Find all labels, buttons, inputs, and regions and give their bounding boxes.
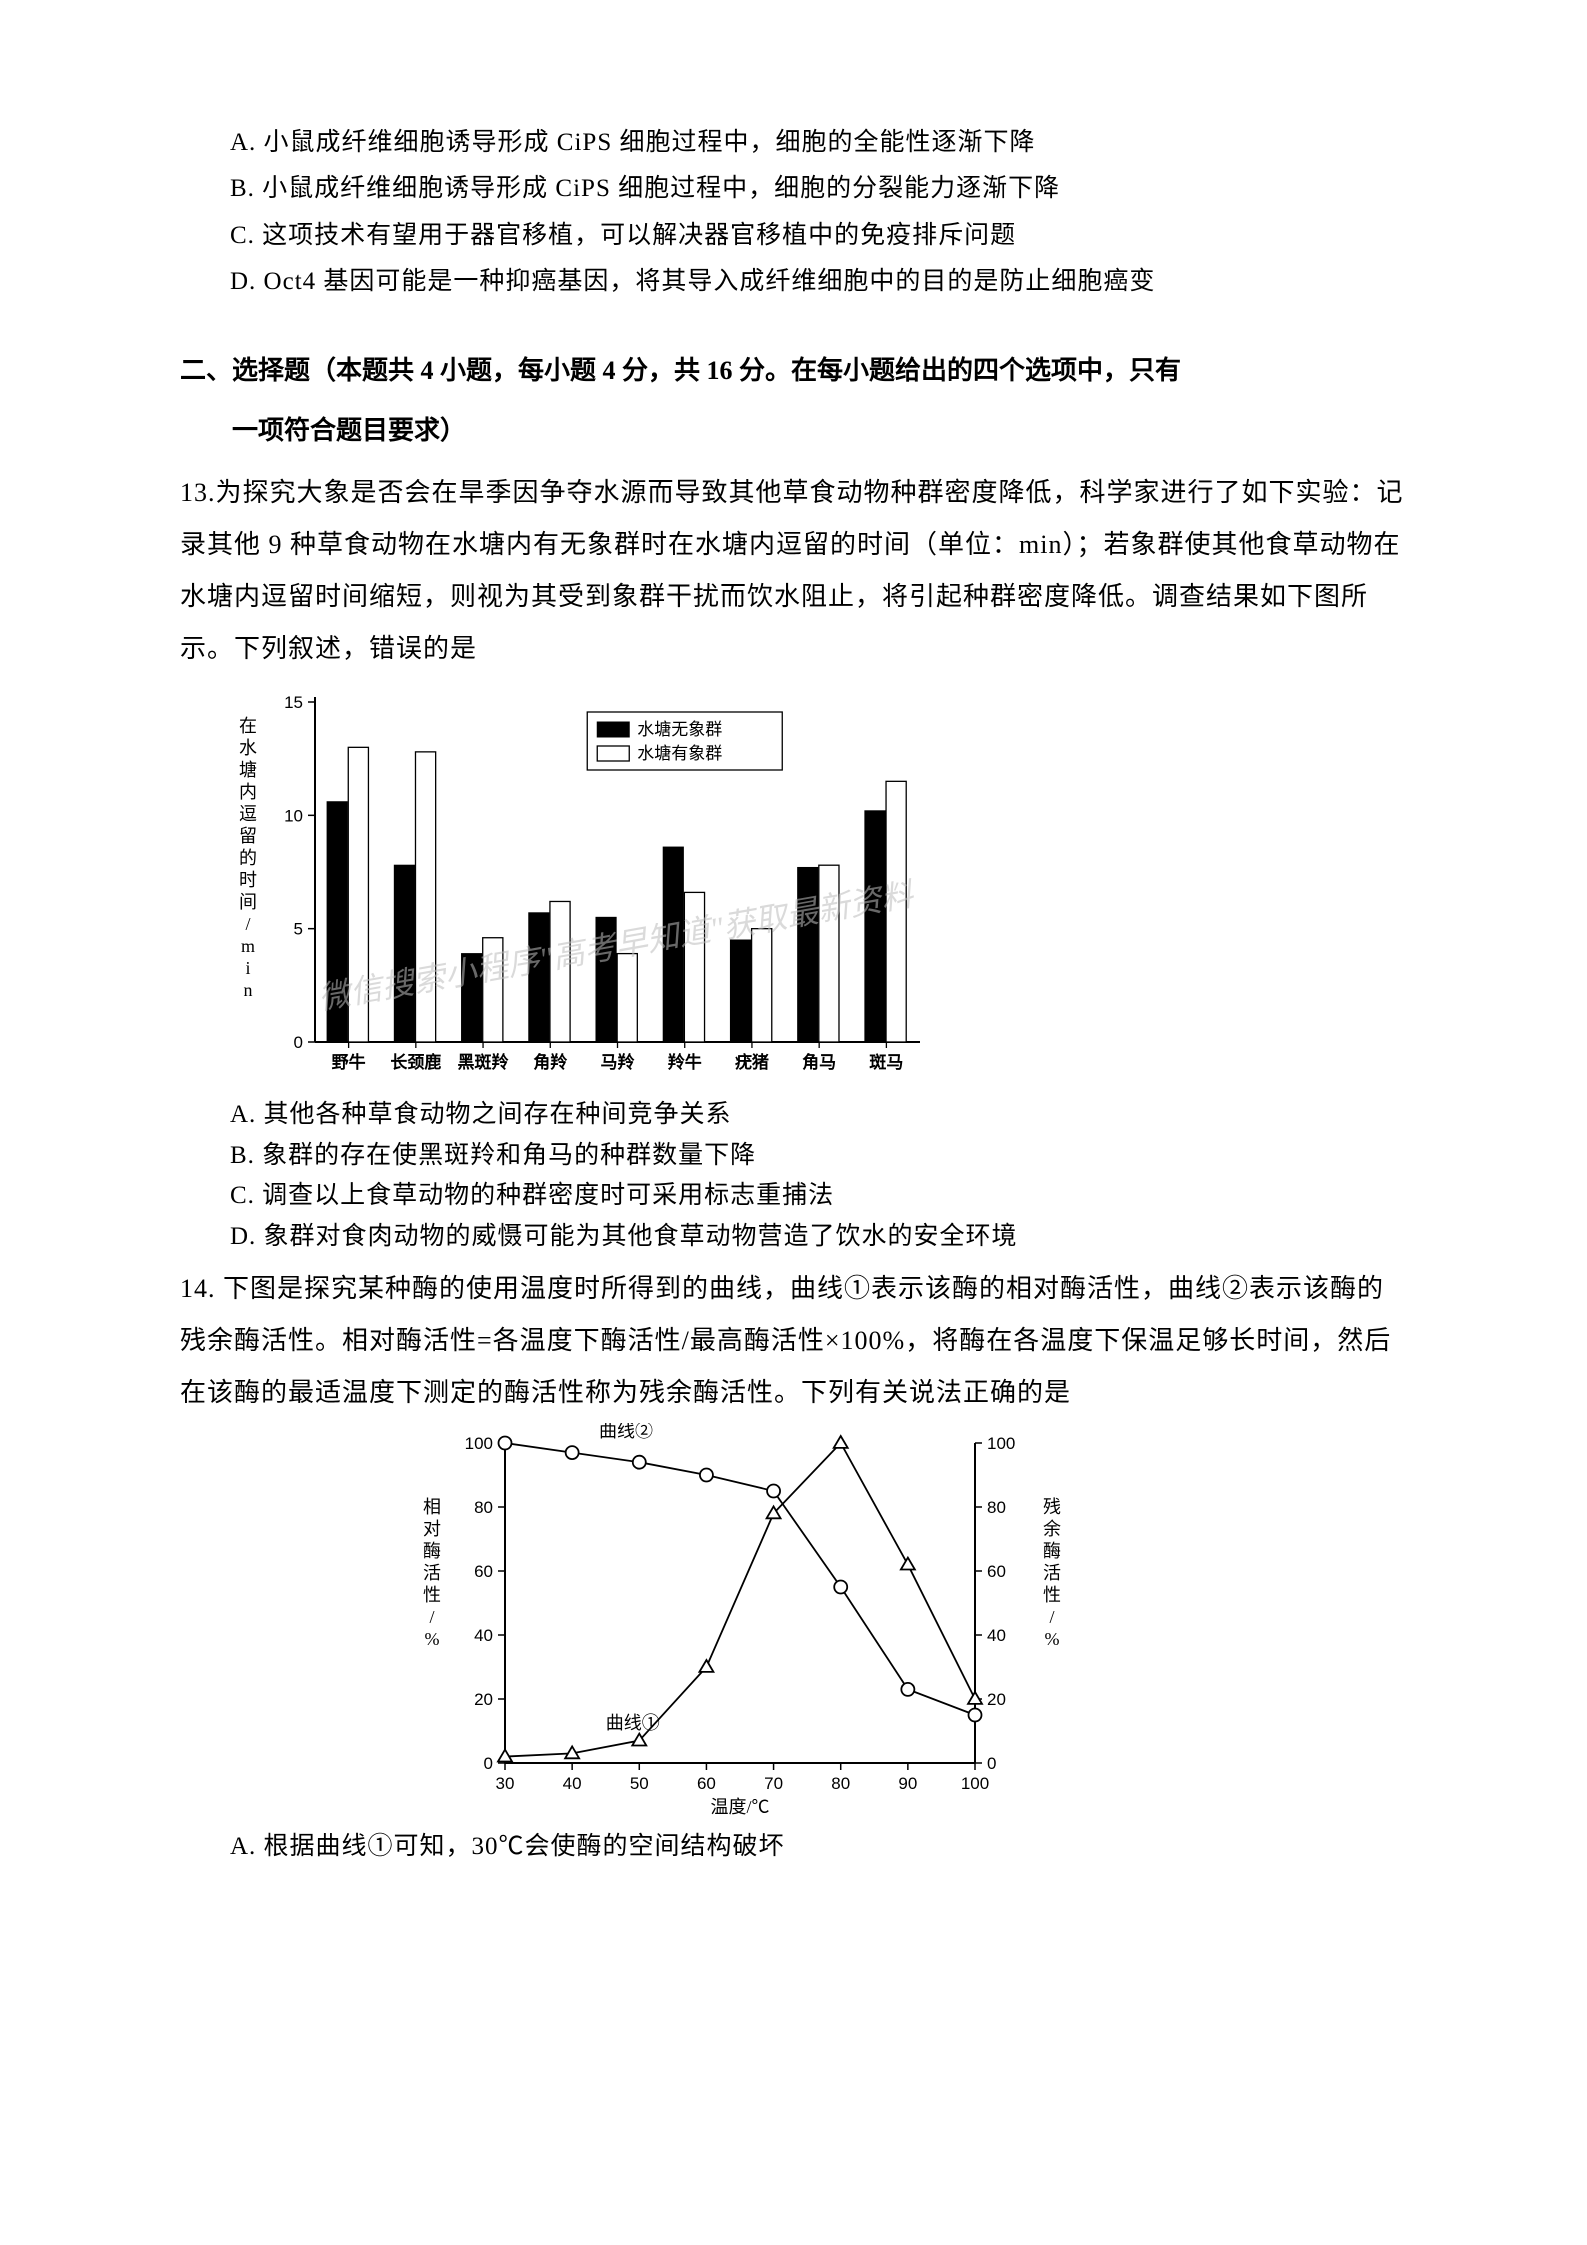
svg-text:m: m	[241, 936, 255, 956]
svg-text:塘: 塘	[239, 760, 257, 780]
svg-text:70: 70	[764, 1774, 783, 1793]
svg-text:野牛: 野牛	[332, 1052, 366, 1072]
q14-stem: 14. 下图是探究某种酶的使用温度时所得到的曲线，曲线①表示该酶的相对酶活性，曲…	[180, 1263, 1407, 1419]
svg-text:余: 余	[1043, 1519, 1061, 1539]
q14-options: A. 根据曲线①可知，30℃会使酶的空间结构破坏	[180, 1827, 1407, 1868]
svg-text:疣猪: 疣猪	[735, 1052, 769, 1072]
svg-text:15: 15	[284, 693, 303, 712]
svg-text:时: 时	[239, 870, 257, 890]
svg-text:90: 90	[898, 1774, 917, 1793]
svg-text:0: 0	[987, 1754, 996, 1773]
svg-text:活: 活	[423, 1563, 441, 1583]
svg-text:酶: 酶	[423, 1541, 441, 1561]
svg-text:在: 在	[239, 716, 257, 736]
svg-text:水: 水	[239, 738, 257, 758]
svg-text:100: 100	[987, 1434, 1015, 1453]
svg-text:40: 40	[474, 1626, 493, 1645]
q13-option-c: C. 调查以上食草动物的种群密度时可采用标志重捕法	[180, 1176, 1407, 1217]
svg-text:100: 100	[961, 1774, 989, 1793]
svg-text:羚牛: 羚牛	[668, 1052, 702, 1072]
svg-text:的: 的	[239, 848, 257, 868]
svg-text:温度/℃: 温度/℃	[710, 1797, 769, 1817]
svg-text:间: 间	[239, 892, 257, 912]
svg-text:曲线②: 曲线②	[599, 1423, 653, 1441]
svg-text:40: 40	[987, 1626, 1006, 1645]
svg-text:/: /	[429, 1607, 434, 1627]
svg-text:对: 对	[423, 1519, 441, 1539]
svg-text:活: 活	[1043, 1563, 1061, 1583]
svg-text:0: 0	[294, 1033, 303, 1052]
svg-text:30: 30	[496, 1774, 515, 1793]
svg-text:逗: 逗	[239, 804, 257, 824]
q12-options: A. 小鼠成纤维细胞诱导形成 CiPS 细胞过程中，细胞的全能性逐渐下降 B. …	[180, 120, 1407, 305]
svg-text:n: n	[244, 980, 253, 1000]
svg-text:80: 80	[987, 1498, 1006, 1517]
svg-text:性: 性	[423, 1585, 441, 1605]
svg-text:水塘无象群: 水塘无象群	[637, 720, 722, 739]
q13-stem: 13.为探究大象是否会在旱季因争夺水源而导致其他草食动物种群密度降低，科学家进行…	[180, 467, 1407, 675]
svg-text:20: 20	[474, 1690, 493, 1709]
svg-text:斑马: 斑马	[869, 1053, 903, 1072]
svg-text:100: 100	[465, 1434, 493, 1453]
svg-text:酶: 酶	[1043, 1541, 1061, 1561]
q14-line-chart: 0204060801000204060801003040506070809010…	[400, 1423, 1407, 1823]
svg-text:角羚: 角羚	[533, 1052, 567, 1072]
svg-text:40: 40	[563, 1774, 582, 1793]
q12-option-c: C. 这项技术有望用于器官移植，可以解决器官移植中的免疫排斥问题	[180, 213, 1407, 259]
q13-bar-chart: 0 5 10 15 在水塘内逗留的时间/min 野牛 长颈鹿黑斑羚 角羚 马羚 羚牛 疣猪 角马 斑马 水…	[220, 687, 1407, 1087]
svg-text:60: 60	[987, 1562, 1006, 1581]
svg-text:60: 60	[697, 1774, 716, 1793]
svg-text:10: 10	[284, 806, 303, 825]
section2-heading-line1: 二、选择题（本题共 4 小题，每小题 4 分，共 16 分。在每小题给出的四个选…	[180, 345, 1407, 397]
q12-option-a: A. 小鼠成纤维细胞诱导形成 CiPS 细胞过程中，细胞的全能性逐渐下降	[180, 120, 1407, 166]
q13-option-d: D. 象群对食肉动物的威慑可能为其他食草动物营造了饮水的安全环境	[180, 1217, 1407, 1258]
svg-text:60: 60	[474, 1562, 493, 1581]
q13-option-a: A. 其他各种草食动物之间存在种间竞争关系	[180, 1095, 1407, 1136]
svg-text:水塘有象群: 水塘有象群	[637, 744, 722, 763]
svg-text:/: /	[245, 914, 250, 934]
svg-text:相: 相	[423, 1497, 441, 1517]
q12-option-d: D. Oct4 基因可能是一种抑癌基因，将其导入成纤维细胞中的目的是防止细胞癌变	[180, 259, 1407, 305]
svg-text:80: 80	[474, 1498, 493, 1517]
svg-text:角马: 角马	[802, 1052, 836, 1072]
q13-option-b: B. 象群的存在使黑斑羚和角马的种群数量下降	[180, 1136, 1407, 1177]
svg-text:%: %	[1045, 1629, 1060, 1649]
q14-option-a: A. 根据曲线①可知，30℃会使酶的空间结构破坏	[180, 1827, 1407, 1868]
svg-text:5: 5	[294, 920, 303, 939]
svg-text:i: i	[245, 958, 250, 978]
svg-text:%: %	[425, 1629, 440, 1649]
svg-text:残: 残	[1043, 1497, 1061, 1517]
section2-heading-line2: 一项符合题目要求）	[180, 405, 1407, 457]
q13-options: A. 其他各种草食动物之间存在种间竞争关系 B. 象群的存在使黑斑羚和角马的种群…	[180, 1095, 1407, 1257]
svg-text:留: 留	[239, 826, 257, 846]
svg-text:0: 0	[484, 1754, 493, 1773]
svg-text:马羚: 马羚	[601, 1052, 635, 1072]
svg-text:性: 性	[1043, 1585, 1061, 1605]
svg-text:内: 内	[239, 782, 257, 802]
svg-text:长颈鹿: 长颈鹿	[390, 1052, 441, 1072]
svg-text:黑斑羚: 黑斑羚	[458, 1052, 509, 1072]
svg-text:20: 20	[987, 1690, 1006, 1709]
svg-text:/: /	[1049, 1607, 1054, 1627]
q12-option-b: B. 小鼠成纤维细胞诱导形成 CiPS 细胞过程中，细胞的分裂能力逐渐下降	[180, 166, 1407, 212]
svg-text:50: 50	[630, 1774, 649, 1793]
svg-text:曲线①: 曲线①	[606, 1713, 660, 1733]
svg-text:80: 80	[831, 1774, 850, 1793]
